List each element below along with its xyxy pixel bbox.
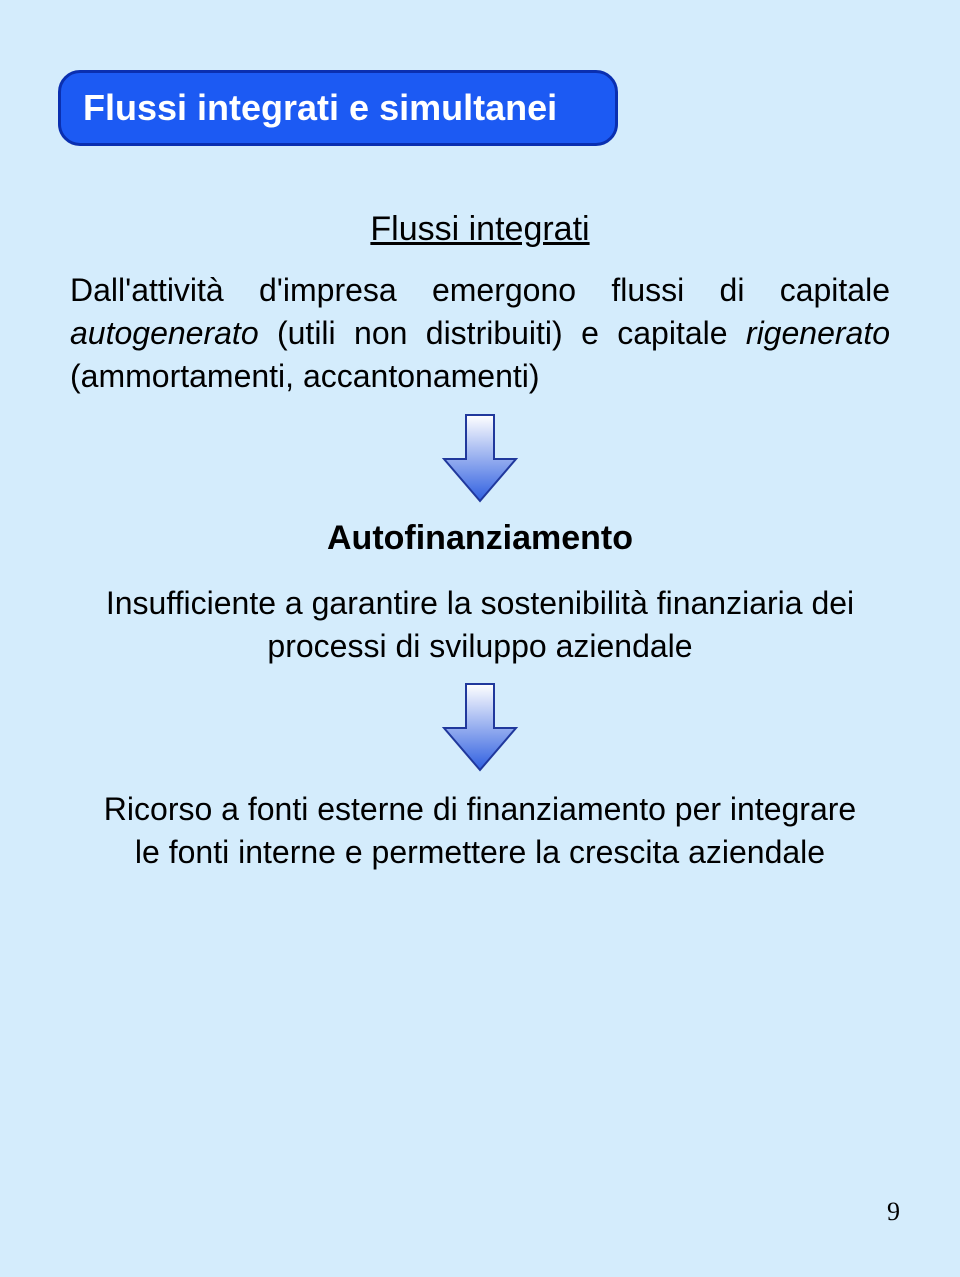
page-number: 9 [887,1197,900,1227]
down-arrow-icon [436,678,524,774]
p1-run-4: (ammortamenti, accantonamenti) [70,358,540,394]
subtitle: Flussi integrati [70,210,890,249]
title-text: Flussi integrati e simultanei [83,87,557,128]
p1-run-1: autogenerato [70,315,259,351]
down-arrow-icon [436,409,524,505]
arrow-2-wrap [70,678,890,774]
arrow-1-wrap [70,409,890,505]
title-box: Flussi integrati e simultanei [58,70,618,146]
paragraph-3: Insufficiente a garantire la sostenibili… [100,582,860,668]
content-area: Flussi integrati Dall'attività d'impresa… [70,210,890,874]
arrow-path [444,415,516,501]
paragraph-1: Dall'attività d'impresa emergono flussi … [70,269,890,399]
p1-run-3: rigenerato [746,315,890,351]
p1-run-0: Dall'attività d'impresa emergono flussi … [70,272,890,308]
paragraph-4: Ricorso a fonti esterne di finanziamento… [90,788,870,874]
p1-run-2: (utili non distribuiti) e capitale [259,315,746,351]
arrow-path [444,684,516,770]
autofin-label: Autofinanziamento [70,519,890,558]
